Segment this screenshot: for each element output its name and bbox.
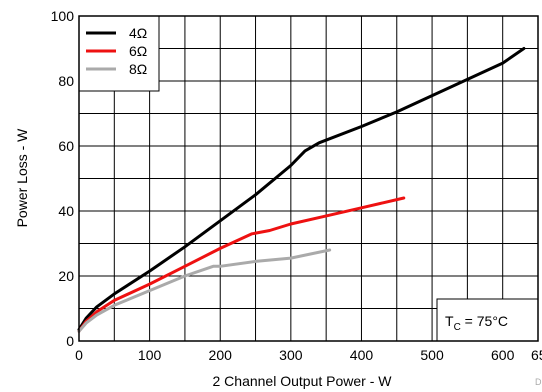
series-line-2 — [77, 196, 406, 333]
legend: 4Ω 6Ω 8Ω — [78, 15, 160, 92]
x-tick-label: 300 — [279, 347, 303, 363]
annotation-main: T — [445, 313, 454, 329]
y-tick-label: 100 — [51, 8, 75, 24]
temperature-annotation-box — [436, 298, 539, 342]
legend-label: 4Ω — [129, 25, 147, 41]
series-line-1 — [77, 47, 526, 332]
x-tick-label: 200 — [209, 347, 233, 363]
y-tick-label: 0 — [66, 333, 74, 349]
series-lines — [77, 47, 526, 333]
x-tick-label: 500 — [420, 347, 444, 363]
y-tick-label: 80 — [58, 73, 74, 89]
x-tick-label: 100 — [138, 347, 162, 363]
legend-label: 8Ω — [129, 61, 147, 77]
legend-box — [78, 15, 160, 92]
corner-mark: D — [535, 377, 542, 387]
annotation-rest: = 75°C — [461, 313, 508, 329]
y-tick-label: 20 — [58, 268, 74, 284]
legend-label: 6Ω — [129, 43, 147, 59]
tick-labels: 0 20 40 60 80 100 0 100 200 300 400 500 600 65 — [51, 8, 542, 363]
y-tick-label: 40 — [58, 203, 74, 219]
x-axis-title: 2 Channel Output Power - W — [213, 373, 393, 389]
y-axis-title: Power Loss - W — [14, 128, 30, 228]
temperature-annotation: TC = 75°C — [436, 298, 539, 342]
plot-frame — [78, 15, 539, 342]
temperature-annotation-text: TC = 75°C — [445, 313, 508, 333]
x-tick-label: 600 — [491, 347, 515, 363]
series-line-3 — [77, 248, 332, 333]
x-tick-label: 400 — [350, 347, 374, 363]
x-tick-label: 0 — [75, 347, 83, 363]
annotation-subscript: C — [454, 322, 461, 333]
y-tick-label: 60 — [58, 138, 74, 154]
x-tick-label: 65 — [531, 347, 542, 363]
